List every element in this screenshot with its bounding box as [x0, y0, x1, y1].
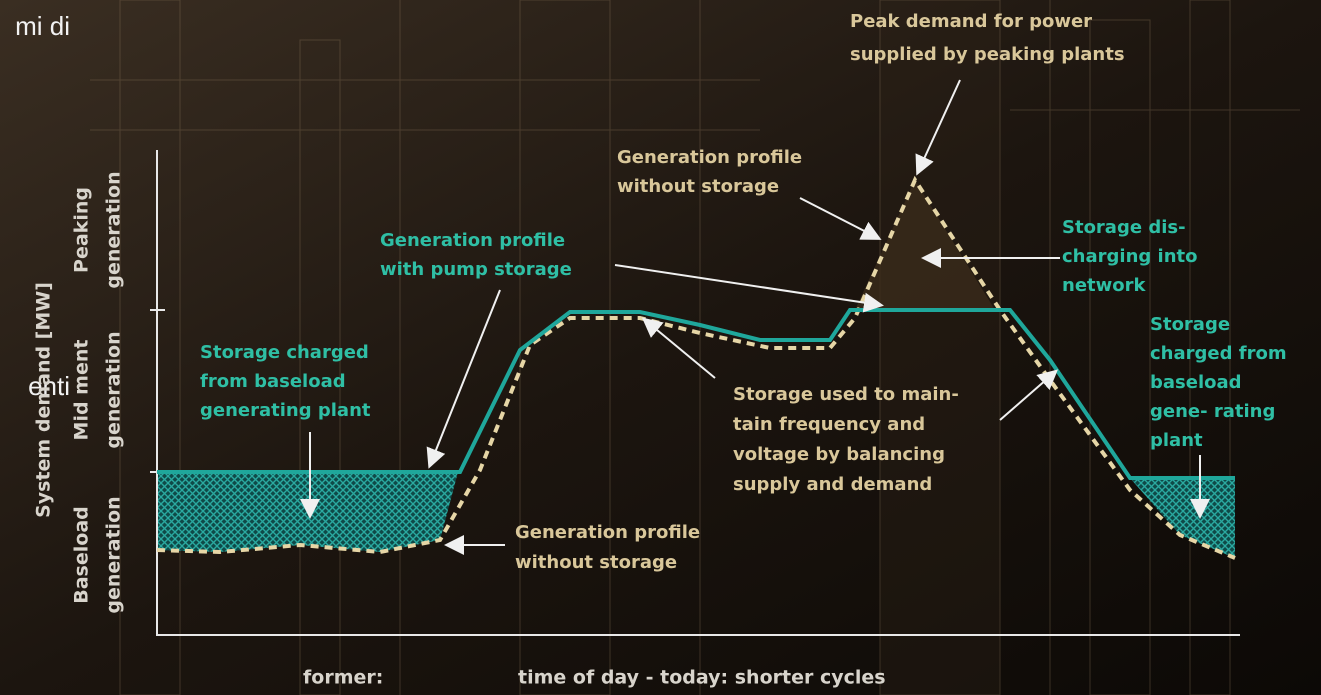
annotation: Storage — [1150, 314, 1230, 335]
annotation: charging into — [1062, 246, 1197, 267]
storage-area — [157, 472, 458, 552]
annotation: Storage dis- — [1062, 217, 1186, 238]
annotation: gene- rating — [1150, 401, 1275, 422]
annotation: baseload — [1150, 372, 1242, 393]
annotation: voltage by balancing — [733, 444, 945, 465]
annotation: Generation profile — [617, 147, 802, 168]
background — [0, 0, 1321, 695]
annotation: without storage — [515, 552, 677, 573]
annotation: without storage — [617, 176, 779, 197]
band-label: Mid ment — [71, 340, 93, 441]
annotation: generating plant — [200, 400, 371, 421]
diagram: mi di enti System demand [MW] former: ti… — [0, 0, 1321, 695]
annotation: plant — [1150, 430, 1203, 451]
annotation: Storage charged — [200, 342, 369, 363]
band-label: generation — [103, 496, 125, 613]
annotation: supply and demand — [733, 474, 932, 495]
annotation: tain frequency and — [733, 414, 925, 435]
x-axis-left: former: — [303, 667, 383, 689]
annotation: Generation profile — [380, 230, 565, 251]
annotation: Storage used to main- — [733, 384, 959, 405]
band-label: generation — [103, 331, 125, 448]
y-axis-title: System demand [MW] — [33, 282, 55, 518]
annotation: with pump storage — [380, 259, 572, 280]
annotation: from baseload — [200, 371, 346, 392]
band-label: Peaking — [71, 187, 93, 273]
annotation: charged from — [1150, 343, 1287, 364]
annotation: network — [1062, 275, 1146, 296]
band-label: generation — [103, 171, 125, 288]
annotation: Peak demand for power — [850, 11, 1092, 32]
band-label: Baseload — [71, 506, 93, 604]
annotation: supplied by peaking plants — [850, 44, 1125, 65]
annotation: Generation profile — [515, 522, 700, 543]
x-axis-right: time of day - today: shorter cycles — [518, 667, 886, 689]
slide-fragment: mi di — [15, 11, 70, 41]
